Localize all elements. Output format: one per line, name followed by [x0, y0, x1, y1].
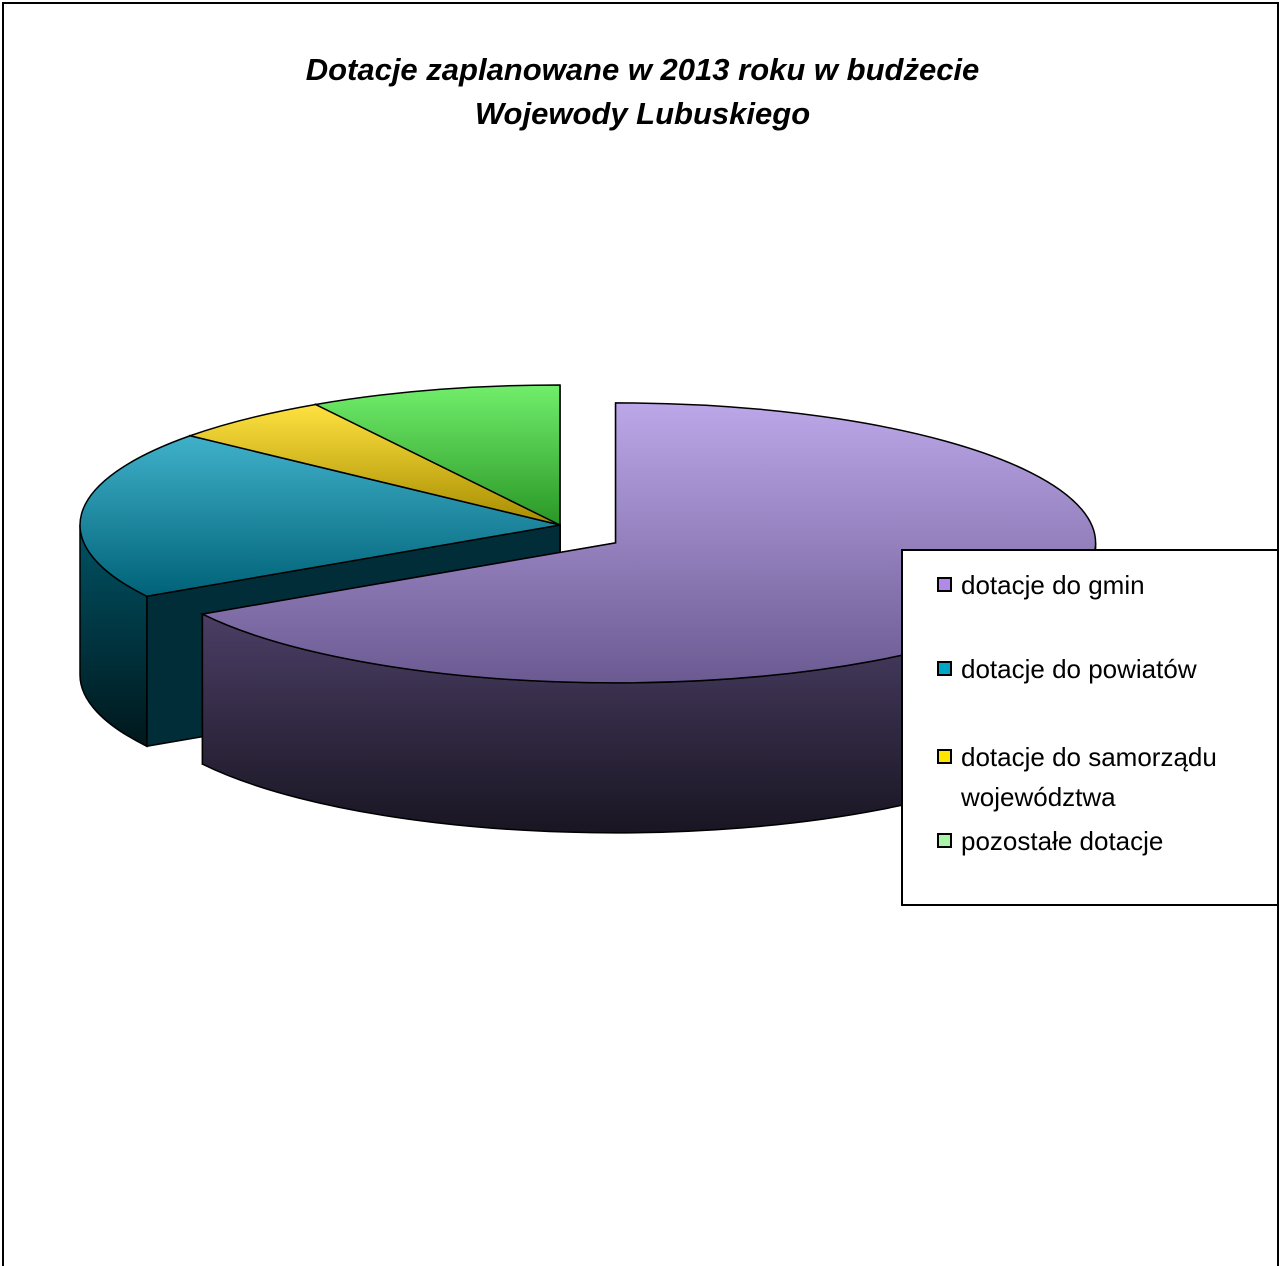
- chart-title: Dotacje zaplanowane w 2013 roku w budżec…: [0, 48, 1285, 136]
- legend-label-samorzad: dotacje do samorządu województwa: [961, 742, 1217, 812]
- legend-item-samorzad: dotacje do samorządu województwa: [937, 737, 1261, 817]
- pie-tops-layer: [79, 384, 1097, 684]
- legend-label-gminy: dotacje do gmin: [961, 570, 1145, 600]
- pie-slice-samorzad: [187, 403, 561, 526]
- chart-title-line-1: Dotacje zaplanowane w 2013 roku w budżec…: [305, 52, 980, 87]
- legend-label-pozostale: pozostałe dotacje: [961, 826, 1164, 856]
- legend-item-pozostale: pozostałe dotacje: [937, 821, 1163, 861]
- legend: dotacje do gmin dotacje do powiatów dota…: [901, 549, 1279, 906]
- legend-swatch-gminy: [937, 577, 952, 592]
- legend-item-powiaty: dotacje do powiatów: [937, 649, 1197, 689]
- pie-slice-powiaty: [79, 434, 561, 598]
- legend-label-powiaty: dotacje do powiatów: [961, 654, 1197, 684]
- legend-swatch-samorzad: [937, 749, 952, 764]
- pie-slice-pozostale: [313, 384, 561, 527]
- legend-swatch-pozostale: [937, 833, 952, 848]
- chart-title-line-2: Wojewody Lubuskiego: [474, 96, 811, 131]
- legend-swatch-powiaty: [937, 661, 952, 676]
- legend-item-gminy: dotacje do gmin: [937, 565, 1145, 605]
